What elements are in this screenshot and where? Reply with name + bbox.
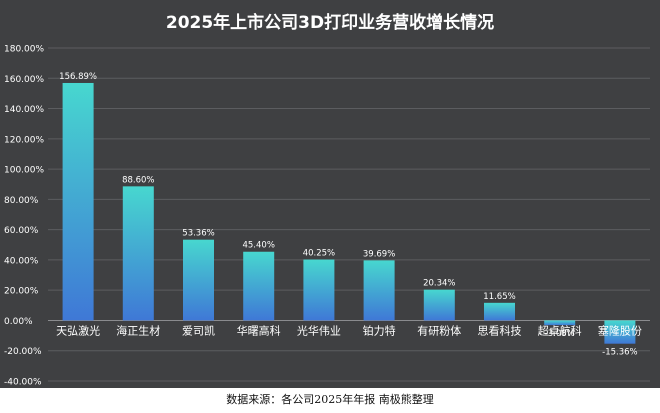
data-label: -3.08%	[545, 329, 575, 339]
x-tick-label: 思看科技	[478, 323, 522, 337]
y-tick-label: 20.00%	[4, 287, 39, 297]
x-tick-label: 天弘激光	[56, 323, 100, 337]
y-tick-label: 80.00%	[4, 196, 39, 206]
bar	[62, 82, 94, 321]
chart-title: 2025年上市公司3D打印业务营收增长情况	[165, 13, 495, 33]
x-tick-label: 海正生材	[116, 323, 160, 337]
bar	[122, 186, 154, 321]
y-tick-label: -40.00%	[4, 378, 42, 388]
y-tick-label: 60.00%	[4, 226, 39, 236]
data-label: 39.69%	[363, 249, 395, 259]
bar	[243, 251, 275, 321]
data-label: 53.36%	[182, 229, 214, 239]
data-label: 88.60%	[122, 175, 154, 185]
x-tick-label: 爱司凯	[182, 324, 215, 337]
bar	[604, 320, 636, 344]
data-label: 11.65%	[483, 292, 515, 302]
data-label: 156.89%	[59, 72, 97, 82]
source-note: 数据来源：各公司2025年年报 南极熊整理	[226, 393, 434, 406]
data-labels: 156.89% 88.60% 53.36% 45.40% 40.25% 39.69% 20.…	[59, 72, 637, 358]
bar	[544, 320, 576, 326]
x-tick-label: 有研粉体	[417, 323, 461, 337]
y-tick-label: 160.00%	[4, 75, 44, 85]
y-tick-label: 140.00%	[4, 105, 44, 115]
x-tick-label: 光华伟业	[297, 323, 341, 337]
data-label: 45.40%	[242, 241, 274, 251]
y-tick-label: 0.00%	[4, 317, 33, 327]
y-tick-label: 120.00%	[4, 135, 44, 145]
data-label: 40.25%	[303, 249, 335, 259]
y-axis-tick-labels: 180.00% 160.00% 140.00% 120.00% 100.00% 80.00…	[4, 45, 44, 388]
y-tick-label: -20.00%	[4, 347, 42, 357]
bars	[62, 82, 636, 344]
x-tick-label: 铂力特	[363, 323, 396, 337]
x-axis-category-labels: 天弘激光 海正生材 爱司凯 华曙高科 光华伟业 铂力特 有研粉体 思看科技 超卓航科 塞隆股份	[56, 323, 642, 337]
bar	[484, 302, 515, 321]
bar	[303, 259, 335, 321]
bar	[183, 239, 214, 321]
bar	[363, 260, 395, 321]
bar	[423, 289, 455, 321]
x-tick-label: 华曙高科	[237, 323, 281, 337]
data-label: 20.34%	[423, 279, 455, 289]
bar-chart: 180.00% 160.00% 140.00% 120.00% 100.00% 80.00…	[4, 45, 650, 388]
x-tick-label: 塞隆股份	[598, 323, 642, 337]
y-tick-label: 100.00%	[4, 166, 44, 176]
y-tick-label: 180.00%	[4, 45, 44, 55]
data-label: -15.36%	[602, 348, 637, 358]
y-tick-label: 40.00%	[4, 256, 39, 266]
x-tick-label: 超卓航科	[538, 323, 582, 337]
